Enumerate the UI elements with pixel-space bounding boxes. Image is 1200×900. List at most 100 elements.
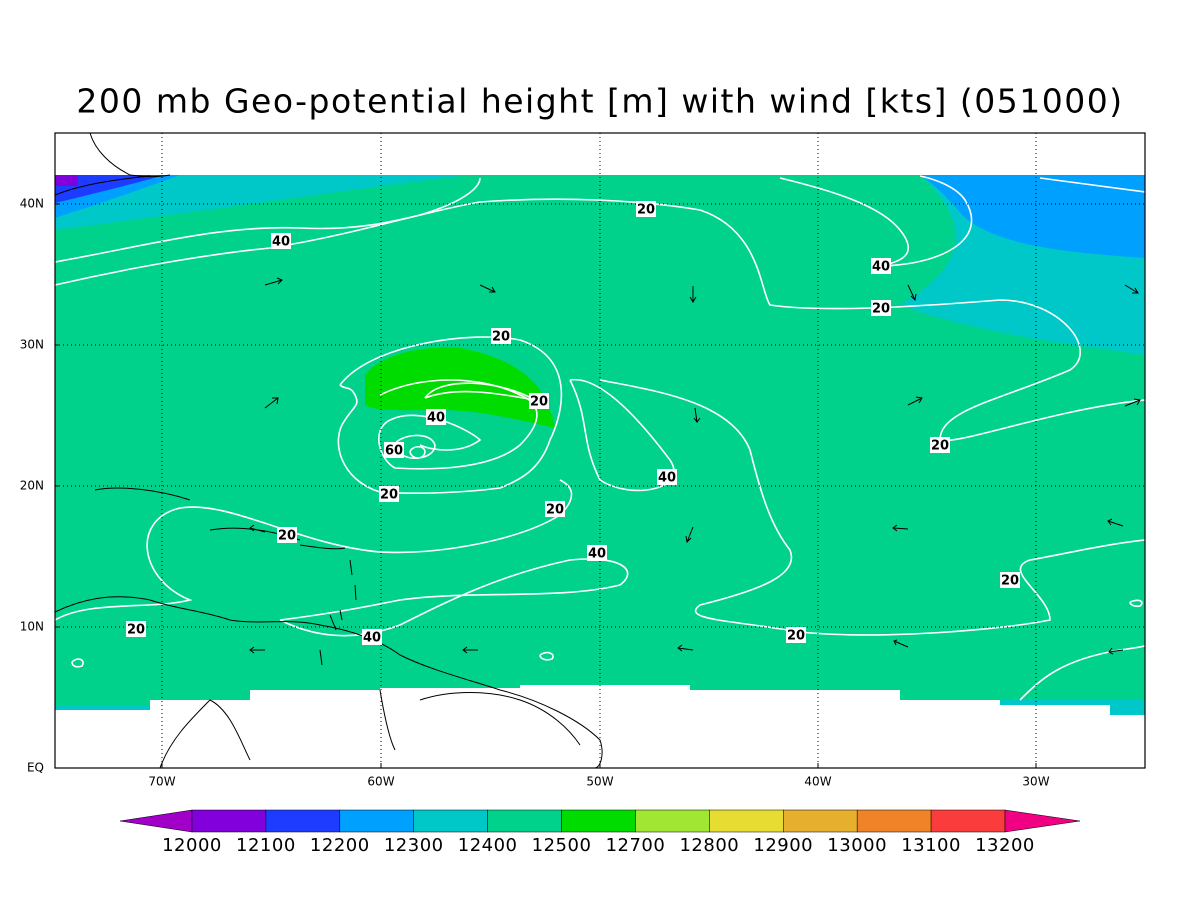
colorbar-label: 12500 bbox=[532, 835, 592, 856]
contour-label-bg bbox=[271, 233, 291, 249]
lon-label: 30W bbox=[1022, 775, 1049, 789]
contour-label-bg bbox=[786, 627, 806, 643]
contour-label: 40 bbox=[427, 411, 445, 426]
lat-label: 40N bbox=[20, 197, 44, 211]
lat-label: 20N bbox=[20, 479, 44, 493]
contour-label-bg bbox=[930, 437, 950, 453]
contour-label: 20 bbox=[127, 623, 145, 638]
contour-label: 20 bbox=[787, 629, 805, 644]
height-region bbox=[55, 700, 1145, 715]
contour-label: 20 bbox=[637, 203, 655, 218]
colorbar-box bbox=[265, 809, 341, 833]
contour-line bbox=[279, 558, 629, 637]
colorbar-tip bbox=[1004, 809, 1081, 833]
contour-label: 20 bbox=[530, 395, 548, 410]
map-frame bbox=[54, 132, 1146, 769]
colorbar-label: 13000 bbox=[827, 835, 887, 856]
contour-line bbox=[54, 198, 1146, 442]
contour-label-bg bbox=[587, 545, 607, 561]
contour-line bbox=[599, 379, 1146, 636]
wind-vectors bbox=[249, 277, 1141, 655]
wind-arrow bbox=[462, 646, 478, 654]
wind-arrow bbox=[249, 524, 266, 533]
contour-label-bg bbox=[384, 442, 404, 458]
wind-arrow bbox=[693, 407, 701, 423]
colorbar-label: 12700 bbox=[606, 835, 666, 856]
contour-label-bg bbox=[379, 486, 399, 502]
contour-labels: 40 20 40 20 20 20 40 60 20 40 20 20 20 40 20 20 40 20 bbox=[126, 201, 1020, 646]
contour-line bbox=[539, 651, 554, 661]
colorbar-box bbox=[709, 809, 784, 833]
wind-arrow bbox=[892, 524, 909, 532]
contour-line bbox=[71, 658, 84, 668]
colorbar-label: 12000 bbox=[162, 835, 222, 856]
contour-label: 20 bbox=[278, 529, 296, 544]
wind-arrow bbox=[677, 644, 694, 652]
colorbar-box bbox=[339, 809, 414, 833]
contour-line bbox=[569, 378, 675, 492]
colorbar-label: 12100 bbox=[236, 835, 296, 856]
contour-label: 20 bbox=[1001, 574, 1019, 589]
contour-line bbox=[394, 434, 436, 459]
contour-label-bg bbox=[871, 258, 891, 274]
colorbar-box bbox=[561, 809, 636, 833]
wind-arrow bbox=[1108, 647, 1124, 655]
colorbar-label: 13100 bbox=[901, 835, 961, 856]
colorbar-box bbox=[783, 809, 858, 833]
height-region bbox=[55, 175, 165, 203]
title: 200 mb Geo-potential height [m] with win… bbox=[76, 82, 1123, 121]
contour-line bbox=[54, 479, 573, 621]
colorbar-label: 13200 bbox=[975, 835, 1035, 856]
contour-label: 20 bbox=[872, 302, 890, 317]
contour-label-bg bbox=[362, 629, 382, 645]
contour-label: 20 bbox=[546, 503, 564, 518]
contour-label-bg bbox=[1000, 572, 1020, 588]
lat-label: 30N bbox=[20, 338, 44, 352]
wind-arrow bbox=[479, 284, 496, 293]
contour-line bbox=[1129, 599, 1143, 608]
height-region bbox=[55, 175, 78, 186]
wind-arrow bbox=[1124, 284, 1139, 294]
colorbar: 12000 12100 12200 12300 12400 12500 12700 12800… bbox=[119, 809, 1081, 856]
contour-label-bg bbox=[529, 393, 549, 409]
wind-arrow bbox=[264, 397, 279, 409]
contour-line bbox=[409, 445, 426, 459]
height-region bbox=[365, 347, 555, 428]
wind-arrow bbox=[907, 396, 923, 406]
wind-arrow bbox=[1124, 398, 1141, 407]
contour-label: 60 bbox=[385, 444, 403, 459]
wind-arrow bbox=[1107, 518, 1124, 527]
wind-arrow bbox=[264, 277, 283, 286]
contour-label-bg bbox=[126, 621, 146, 637]
contour-label: 40 bbox=[872, 260, 890, 275]
contour-line bbox=[54, 177, 481, 286]
colorbar-tip bbox=[119, 809, 193, 833]
contour-label-bg bbox=[871, 300, 891, 316]
colorbar-label: 12800 bbox=[679, 835, 739, 856]
contour-label: 20 bbox=[931, 439, 949, 454]
colorbar-label: 12200 bbox=[310, 835, 370, 856]
colorbar-label: 12400 bbox=[458, 835, 518, 856]
contour-label-bg bbox=[491, 328, 511, 344]
colorbar-box bbox=[635, 809, 710, 833]
height-region bbox=[55, 175, 470, 230]
colorbar-box bbox=[930, 809, 1006, 833]
contour-label-bg bbox=[636, 201, 656, 217]
lat-label: 10N bbox=[20, 620, 44, 634]
coastline bbox=[319, 559, 357, 666]
lon-label: 70W bbox=[148, 775, 175, 789]
contour-label: 40 bbox=[588, 547, 606, 562]
colorbar-label: 12900 bbox=[753, 835, 813, 856]
lon-label: 60W bbox=[367, 775, 394, 789]
contour-line bbox=[1039, 177, 1146, 193]
colorbar-box bbox=[856, 809, 932, 833]
lon-label: 50W bbox=[586, 775, 613, 789]
contour-label: 40 bbox=[272, 235, 290, 250]
contour-label: 40 bbox=[658, 471, 676, 486]
colorbar-label: 12300 bbox=[384, 835, 444, 856]
graticule: 70W 60W 50W 40W 30W EQ 10N 20N 30N 40N bbox=[20, 133, 1145, 789]
contour-label-bg bbox=[277, 527, 297, 543]
colorbar-box bbox=[191, 809, 267, 833]
colorbar-box bbox=[413, 809, 488, 833]
